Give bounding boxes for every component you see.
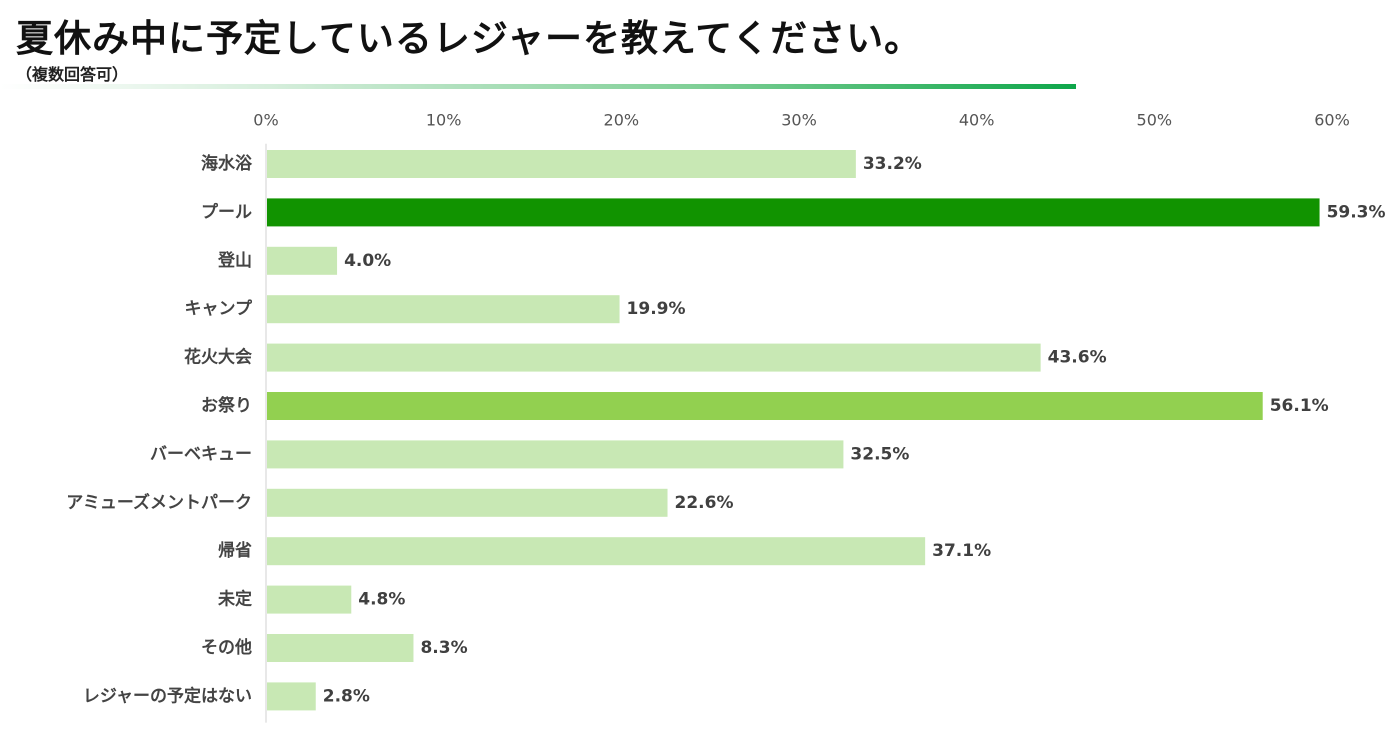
x-tick-label: 10% [426,111,462,130]
title-underline [0,84,1076,89]
data-label: 22.6% [675,493,734,513]
bar [267,585,352,614]
category-label: 海水浴 [201,153,253,174]
page-subtitle: （複数回答可） [16,65,129,84]
bar [267,440,844,469]
data-label: 56.1% [1270,396,1329,416]
data-label: 33.2% [863,154,922,174]
data-label: 19.9% [627,299,686,319]
x-tick-label: 30% [781,111,817,130]
category-label: レジャーの予定はない [83,685,252,706]
x-tick-label: 20% [604,111,640,130]
data-label: 8.3% [420,638,467,658]
category-label: 花火大会 [184,347,252,368]
category-label: その他 [201,637,252,658]
category-label: 未定 [217,589,252,610]
bar [267,343,1041,372]
bar [267,682,316,711]
x-tick-label: 60% [1314,111,1350,130]
bar [267,634,414,662]
data-label: 37.1% [932,541,991,561]
data-label: 32.5% [850,444,909,464]
bar [267,150,856,178]
category-label: プール [201,201,252,222]
bar [267,295,620,324]
bar [267,537,926,566]
category-label: アミューズメントパーク [66,492,252,513]
category-label: 帰省 [218,540,252,561]
page-title: 夏休み中に予定しているレジャーを教えてください。 [16,17,923,60]
category-label: バーベキュー [150,444,252,464]
bar [267,392,1263,420]
category-label: 登山 [217,250,252,271]
data-label: 59.3% [1327,202,1386,222]
data-label: 4.0% [344,251,391,271]
x-tick-label: 0% [253,111,278,130]
data-label: 43.6% [1048,348,1107,368]
x-tick-label: 40% [959,111,995,130]
category-label: キャンプ [185,298,253,319]
data-label: 4.8% [358,590,405,610]
bar [267,246,338,275]
data-label: 2.8% [323,686,370,706]
bar [267,488,668,517]
category-label: お祭り [201,395,252,416]
bar [267,198,1320,227]
x-tick-label: 50% [1137,111,1173,130]
